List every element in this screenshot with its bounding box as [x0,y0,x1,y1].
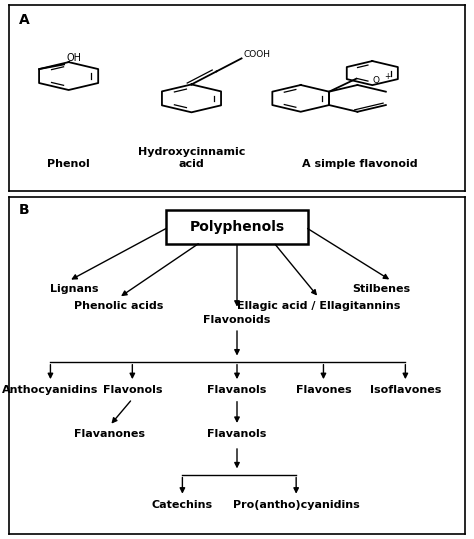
Text: +: + [384,72,391,81]
Text: OH: OH [66,53,82,63]
Text: Anthocyanidins: Anthocyanidins [2,385,99,396]
Text: COOH: COOH [244,50,271,59]
Text: Pro(antho)cyanidins: Pro(antho)cyanidins [233,500,360,510]
Text: Flavanones: Flavanones [74,429,145,439]
Text: O: O [373,77,380,85]
Text: Flavones: Flavones [296,385,351,396]
Text: Flavonoids: Flavonoids [203,315,271,324]
Text: Flavonols: Flavonols [102,385,162,396]
Text: Lignans: Lignans [50,285,99,294]
Text: Flavanols: Flavanols [207,385,267,396]
Text: Phenolic acids: Phenolic acids [74,301,164,311]
Text: Ellagic acid / Ellagitannins: Ellagic acid / Ellagitannins [237,301,401,311]
FancyBboxPatch shape [166,210,308,244]
Text: Hydroxycinnamic
acid: Hydroxycinnamic acid [138,148,245,169]
Text: B: B [18,204,29,217]
Text: Stilbenes: Stilbenes [352,285,410,294]
Text: Catechins: Catechins [152,500,213,510]
Text: Flavanols: Flavanols [207,429,267,439]
Text: Phenol: Phenol [47,159,90,169]
Text: A: A [18,13,29,27]
Text: A simple flavonoid: A simple flavonoid [302,159,418,169]
Text: Isoflavones: Isoflavones [370,385,441,396]
Text: Polyphenols: Polyphenols [190,220,284,234]
